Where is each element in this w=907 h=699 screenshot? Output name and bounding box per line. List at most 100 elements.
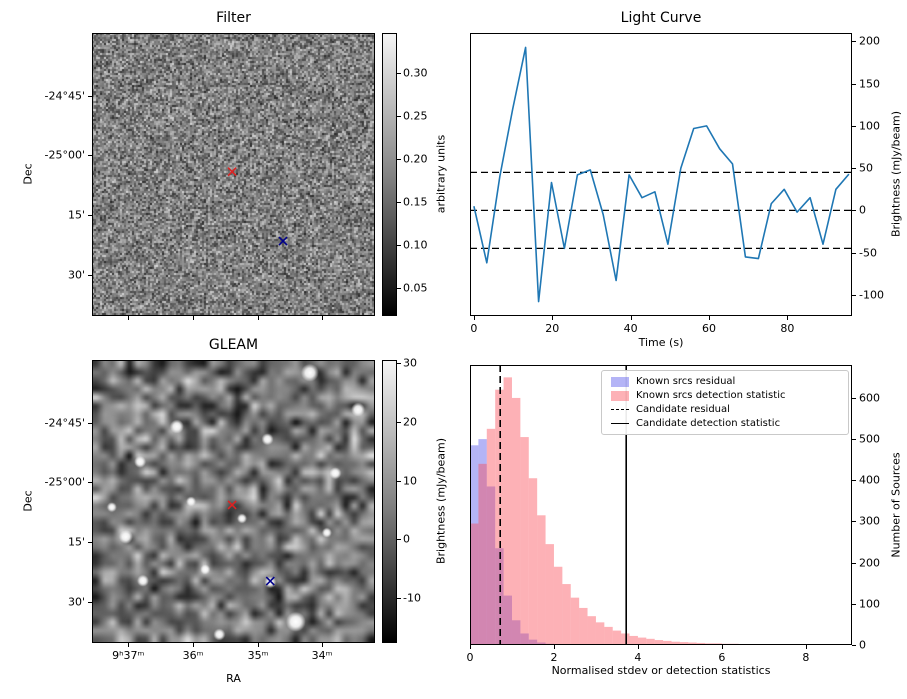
hist-bar-detection-statistic (721, 643, 731, 645)
filter-xtick-mark (258, 316, 260, 320)
filter-colorbar-tick-mark (397, 287, 401, 289)
histogram-ytick-label: 500 (859, 432, 880, 446)
histogram-xtick-mark (470, 645, 471, 649)
hist-bar-detection-statistic (663, 640, 672, 645)
hist-bar-detection-statistic (629, 635, 638, 645)
gleam-ytick-label: 30' (67, 595, 85, 609)
light-curve-ytick-mark (852, 294, 856, 296)
histogram-ytick-mark (852, 439, 856, 441)
gleam-colorbar-tick-label: 30 (403, 356, 417, 370)
filter-colorbar-label: arbitrary units (434, 134, 448, 214)
filter-colorbar-tick-label: 0.20 (403, 152, 428, 166)
gleam-colorbar-tick-mark (397, 539, 401, 541)
histogram-ytick-mark (852, 521, 856, 523)
legend-item: Known srcs residual (611, 376, 839, 387)
legend-label: Known srcs residual (636, 376, 736, 387)
hist-bar-detection-statistic (511, 397, 521, 645)
light-curve-ytick-label: 200 (859, 34, 880, 48)
legend-item: Known srcs detection statistic (611, 390, 839, 401)
histogram-ytick-label: 200 (859, 556, 880, 570)
reference-blue-x-marker (265, 576, 275, 586)
gleam-ytick-label: 15' (67, 535, 85, 549)
hist-bar-residual (511, 620, 521, 645)
histogram-ytick-mark (852, 645, 856, 646)
histogram-ylabel: Number of Sources (889, 452, 903, 558)
legend-label: Known srcs detection statistic (636, 390, 786, 401)
filter-markers-overlay (227, 167, 288, 246)
hist-bar-residual (495, 548, 504, 645)
filter-colorbar (382, 33, 397, 316)
histogram-ytick-label: 300 (859, 514, 880, 528)
gleam-ytick-mark (88, 541, 92, 543)
histogram-xtick-mark (721, 645, 723, 649)
candidate-red-x-marker (227, 500, 237, 510)
hist-bar-detection-statistic (738, 644, 748, 645)
histogram-xtick-mark (553, 645, 555, 649)
light-curve-ytick-label: 0 (859, 203, 866, 217)
hist-bar-detection-statistic (713, 643, 722, 645)
hist-bar-detection-statistic (579, 607, 588, 645)
gleam-ytick-mark (88, 601, 92, 603)
hist-bar-detection-statistic (621, 633, 630, 645)
filter-ytick-label: -25°00' (44, 148, 86, 162)
hist-bar-detection-statistic (671, 641, 680, 645)
hist-bar-detection-statistic (612, 630, 622, 645)
legend-patch-swatch (611, 390, 629, 401)
gleam-xtick-mark (128, 643, 130, 647)
filter-xtick-mark (128, 316, 130, 320)
hist-bar-residual (520, 633, 529, 645)
light-curve-ytick-mark (852, 252, 856, 254)
legend-patch-swatch (611, 376, 629, 387)
hist-bar-detection-statistic (688, 642, 697, 645)
light-curve-ytick-label: 100 (859, 119, 880, 133)
hist-bar-residual (503, 595, 512, 645)
light-curve-plot (470, 46, 852, 303)
filter-colorbar-tick-label: 0.10 (403, 238, 428, 252)
hist-bar-residual (528, 639, 538, 645)
histogram-xtick-label: 6 (718, 651, 726, 664)
filter-ytick-label: -24°45' (44, 89, 86, 103)
hist-bar-detection-statistic (562, 584, 571, 645)
hist-bar-detection-statistic (730, 643, 739, 645)
hist-bar-detection-statistic (646, 638, 655, 645)
hist-bar-residual (537, 642, 546, 645)
filter-ytick-label: 15' (67, 208, 85, 222)
light-curve-xtick-mark (787, 316, 789, 320)
gleam-xtick-mark (193, 643, 195, 647)
hist-bar-residual (470, 445, 479, 645)
filter-ytick-mark (88, 214, 92, 216)
gleam-colorbar-tick-label: 20 (403, 415, 417, 429)
gleam-ytick-label: -25°00' (44, 475, 86, 489)
light-curve-xtick-label: 60 (701, 322, 716, 335)
filter-colorbar-tick-label: 0.15 (403, 195, 428, 209)
hist-bar-detection-statistic (528, 478, 538, 645)
hist-bar-detection-statistic (537, 515, 546, 645)
legend-dashed-line-swatch (611, 409, 629, 410)
gleam-colorbar-tick-mark (397, 362, 401, 364)
hist-bar-detection-statistic (679, 642, 689, 645)
gleam-xtick-mark (258, 643, 260, 647)
gleam-xtick-label: 35ᵐ (247, 649, 269, 662)
light-curve-ytick-mark (852, 83, 856, 85)
candidate-red-x-marker (227, 167, 237, 177)
histogram-legend: Known srcs residual Known srcs detection … (601, 370, 849, 435)
light-curve-ytick-mark (852, 168, 856, 170)
light-curve-xtick-label: 80 (780, 322, 795, 335)
hist-bar-detection-statistic (503, 377, 512, 645)
filter-colorbar-tick-mark (397, 201, 401, 203)
hist-bar-detection-statistic (495, 389, 504, 645)
light-curve-ytick-label: -100 (859, 288, 884, 302)
filter-ytick-mark (88, 95, 92, 97)
gleam-ylabel: Dec (21, 490, 35, 512)
gleam-markers-overlay (227, 500, 275, 586)
legend-label: Candidate residual (636, 404, 730, 415)
filter-colorbar-tick-label: 0.30 (403, 66, 428, 80)
light-curve-xtick-mark (552, 316, 554, 320)
light-curve-line (473, 46, 850, 303)
gleam-colorbar-tick-mark (397, 480, 401, 482)
hist-bar-detection-statistic (637, 637, 647, 645)
histogram-xlabel: Normalised stdev or detection statistics (551, 664, 771, 677)
histogram-xtick-mark (637, 645, 639, 649)
filter-colorbar-tick-mark (397, 244, 401, 246)
legend-item: Candidate detection statistic (611, 418, 839, 429)
